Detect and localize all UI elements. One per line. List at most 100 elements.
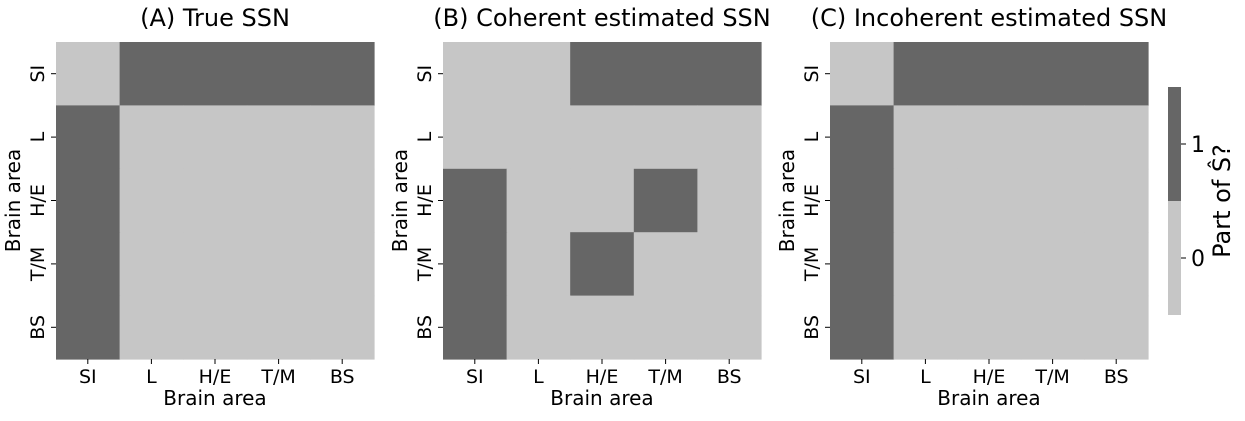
heatmap-cell: [893, 42, 958, 106]
heatmap-cell: [119, 295, 184, 360]
y-tick-label: T/M: [27, 247, 49, 282]
x-tick-label: H/E: [973, 366, 1006, 388]
y-axis-label: Brain area: [388, 149, 412, 252]
heatmap-cell: [957, 42, 1022, 106]
heatmap-cell: [633, 42, 698, 106]
heatmap-cell: [56, 295, 121, 360]
x-tick-label: H/E: [199, 366, 232, 388]
x-tick-label: BS: [330, 366, 355, 388]
x-tick-label: L: [146, 366, 157, 388]
x-tick-label: H/E: [586, 366, 619, 388]
y-tick-label: BS: [801, 315, 823, 340]
heatmap-cell: [830, 232, 895, 297]
heatmap-cell: [570, 42, 635, 106]
heatmap-cell: [893, 168, 958, 233]
heatmap-cell: [246, 232, 311, 297]
heatmap-panels: (A) True SSN SI L H/E T/M BS SI L H/E T/M BS Brain …: [1, 4, 1167, 410]
heatmap-cell: [1020, 295, 1085, 360]
heatmap-cell: [246, 168, 311, 233]
x-axis-label: Brain area: [163, 386, 266, 410]
y-tick-label: T/M: [414, 247, 436, 282]
y-tick-label: L: [414, 131, 436, 142]
heatmap-cell: [506, 295, 571, 360]
heatmap-cell: [957, 168, 1022, 233]
heatmap-cell: [310, 232, 375, 297]
heatmap-cell: [183, 168, 248, 233]
x-tick-label: SI: [466, 366, 484, 388]
heatmap-cell: [310, 105, 375, 170]
colorbar-tick-0: 0: [1191, 247, 1205, 272]
heatmap-cell: [310, 168, 375, 233]
x-tick-label: L: [920, 366, 931, 388]
heatmap-cell: [119, 105, 184, 170]
x-tick-label: BS: [1104, 366, 1129, 388]
heatmap-cell: [830, 168, 895, 233]
heatmap-cell: [183, 42, 248, 106]
panel-title: (B) Coherent estimated SSN: [433, 4, 771, 32]
heatmap-cell: [119, 168, 184, 233]
heatmap-cell: [1020, 168, 1085, 233]
heatmap-cell: [1084, 232, 1149, 297]
heatmap-cell: [633, 168, 698, 233]
y-tick-label: SI: [27, 65, 49, 83]
colorbar: 1 0 Part of Ŝ?: [1168, 87, 1236, 315]
heatmap-cell: [633, 295, 698, 360]
y-tick-label: SI: [801, 65, 823, 83]
heatmap-cell: [893, 295, 958, 360]
x-axis-label: Brain area: [550, 386, 653, 410]
colorbar-tick-1: 1: [1191, 133, 1205, 158]
heatmap-cell: [1020, 232, 1085, 297]
x-tick-label: T/M: [647, 366, 682, 388]
y-axis-label: Brain area: [1, 149, 25, 252]
y-tick-label: H/E: [27, 184, 49, 217]
heatmap-cell: [246, 105, 311, 170]
panel-title: (C) Incoherent estimated SSN: [811, 4, 1168, 32]
x-tick-label: T/M: [1034, 366, 1069, 388]
x-tick-label: T/M: [260, 366, 295, 388]
heatmap-cell: [56, 105, 121, 170]
heatmap-cell: [893, 232, 958, 297]
heatmap-cell: [893, 105, 958, 170]
heatmap-cell: [183, 105, 248, 170]
heatmap-cell: [56, 232, 121, 297]
heatmap-cell: [443, 232, 508, 297]
heatmap-panel-1: (B) Coherent estimated SSN SI L H/E T/M BS SI L…: [388, 4, 771, 410]
heatmap-cell: [443, 105, 508, 170]
y-axis-label: Brain area: [775, 149, 799, 252]
heatmap-cell: [697, 42, 762, 106]
heatmap-panel-0: (A) True SSN SI L H/E T/M BS SI L H/E T/M BS Brain …: [1, 4, 375, 410]
heatmap-cell: [957, 105, 1022, 170]
y-tick-label: L: [801, 131, 823, 142]
heatmap-cell: [183, 295, 248, 360]
heatmap-cell: [570, 295, 635, 360]
x-tick-label: BS: [717, 366, 742, 388]
heatmap-panel-2: (C) Incoherent estimated SSN SI L H/E T/M BS S…: [775, 4, 1167, 410]
heatmap-cell: [443, 168, 508, 233]
heatmap-cell: [697, 105, 762, 170]
y-tick-label: T/M: [801, 247, 823, 282]
heatmap-cell: [957, 232, 1022, 297]
heatmap-cell: [56, 42, 121, 106]
heatmap-cell: [506, 105, 571, 170]
heatmap-cell: [1084, 105, 1149, 170]
heatmap-cell: [119, 232, 184, 297]
heatmap-cell: [506, 168, 571, 233]
heatmap-cell: [633, 232, 698, 297]
heatmap-cell: [1084, 42, 1149, 106]
heatmap-cell: [570, 232, 635, 297]
heatmap-cell: [443, 42, 508, 106]
y-tick-label: L: [27, 131, 49, 142]
heatmap-cell: [1020, 42, 1085, 106]
x-tick-label: L: [533, 366, 544, 388]
heatmap-cell: [570, 105, 635, 170]
heatmap-cell: [1020, 105, 1085, 170]
y-tick-label: H/E: [801, 184, 823, 217]
heatmap-cell: [697, 168, 762, 233]
heatmap-cell: [56, 168, 121, 233]
heatmap-cell: [697, 295, 762, 360]
heatmap-cell: [246, 295, 311, 360]
x-tick-label: SI: [853, 366, 871, 388]
x-tick-label: SI: [79, 366, 97, 388]
heatmap-cell: [697, 232, 762, 297]
